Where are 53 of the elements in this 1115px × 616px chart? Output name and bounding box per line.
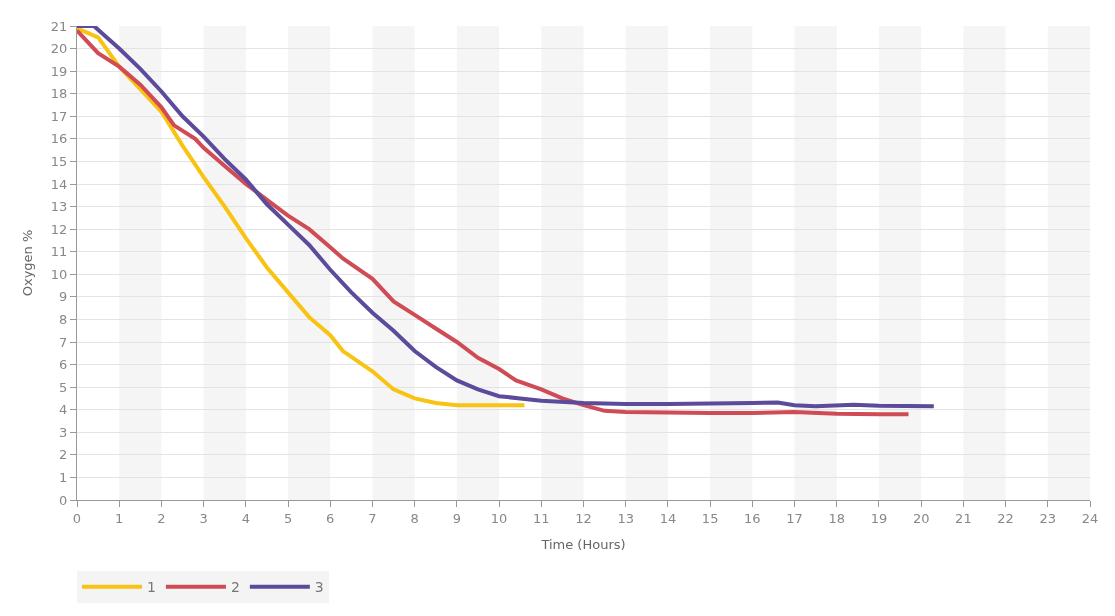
y-tick-label: 8 [59,311,68,327]
x-tick-label: 10 [490,510,508,526]
x-tick-label: 23 [1039,510,1057,526]
y-tick-label: 14 [50,176,68,192]
y-tick-label: 21 [50,18,68,34]
x-tick-label: 19 [870,510,888,526]
legend-label: 1 [147,579,156,596]
y-tick-label: 5 [59,379,68,395]
x-tick-label: 3 [199,510,208,526]
y-tick-label: 6 [59,357,68,373]
x-tick-label: 11 [533,510,550,526]
x-axis-title: Time (Hours) [540,537,626,553]
x-tick-label: 2 [157,510,166,526]
y-tick-label: 7 [59,334,68,350]
x-tick-label: 0 [72,510,82,526]
legend-label: 3 [314,579,324,596]
x-tick-label: 21 [955,510,972,526]
x-tick-label: 8 [410,510,419,526]
y-tick-label: 17 [50,108,68,124]
y-tick-label: 16 [50,131,68,147]
y-axis-title: Oxygen % [19,229,35,297]
x-tick-label: 18 [828,510,846,526]
y-tick-label: 4 [59,402,68,418]
legend-label: 2 [230,579,240,596]
x-tick-label: 5 [283,510,293,526]
y-tick-label: 0 [59,492,68,508]
x-tick-label: 24 [1081,510,1099,526]
x-tick-label: 1 [115,510,124,526]
x-tick-label: 9 [452,510,462,526]
y-tick-label: 13 [50,199,68,215]
y-tick-label: 3 [59,424,68,440]
x-tick-label: 14 [659,510,677,526]
y-tick-label: 9 [59,289,68,305]
x-tick-label: 15 [701,510,719,526]
x-tick-label: 4 [241,510,250,526]
y-tick-label: 18 [50,86,68,102]
x-tick-label: 16 [744,510,761,526]
x-tick-label: 12 [575,510,592,526]
y-tick-label: 1 [59,469,68,485]
x-tick-label: 7 [368,510,377,526]
y-tick-label: 15 [50,153,68,169]
y-tick-label: 10 [50,266,68,282]
x-tick-label: 6 [326,510,335,526]
y-tick-label: 11 [50,244,68,260]
x-tick-label: 20 [912,510,930,526]
y-tick-label: 2 [59,447,68,463]
x-tick-label: 13 [617,510,634,526]
y-tick-label: 12 [50,221,68,237]
line-series [77,26,527,408]
y-tick-label: 19 [50,63,68,79]
y-tick-label: 20 [50,41,68,57]
x-tick-label: 17 [786,510,803,526]
x-tick-label: 22 [997,510,1014,526]
